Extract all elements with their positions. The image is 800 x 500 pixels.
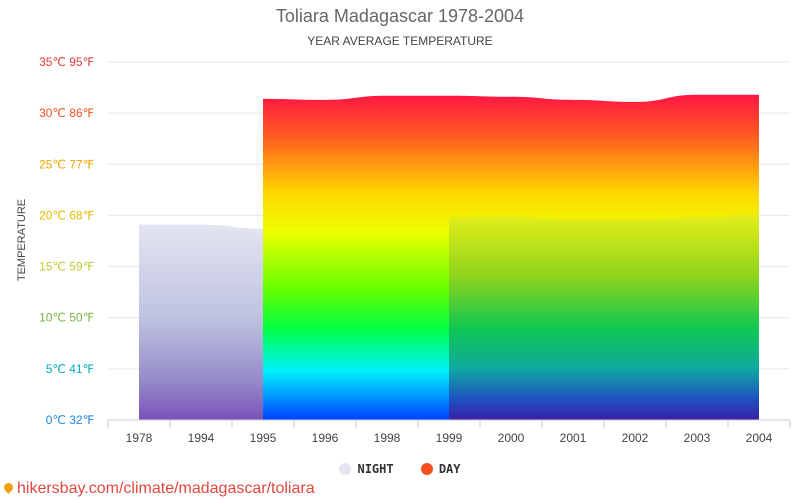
day-swatch-icon bbox=[420, 463, 433, 475]
chart-canvas: 0℃ 32℉ 5℃ 41℉ 10℃ 50℉ 15℃ 59℉ 20℃ 68℉ 25℃ 77℉… bbox=[39, 55, 791, 445]
x-tick-label: 1996 bbox=[312, 431, 339, 445]
y-tick-label: 20℃ 68℉ bbox=[39, 208, 94, 222]
y-tick-label: 25℃ 77℉ bbox=[39, 157, 94, 171]
chart-subtitle: YEAR AVERAGE TEMPERATURE bbox=[307, 34, 493, 48]
x-tick-label: 1999 bbox=[436, 431, 463, 445]
y-tick-label: 15℃ 59℉ bbox=[39, 260, 94, 274]
night-series-area bbox=[449, 214, 759, 420]
source-link[interactable]: hikersbay.com/climate/madagascar/toliara bbox=[2, 480, 315, 498]
x-tick-label: 2003 bbox=[684, 431, 711, 445]
legend-night-label: NIGHT bbox=[357, 462, 394, 476]
y-tick-label: 0℃ 32℉ bbox=[46, 413, 94, 427]
location-pin-icon bbox=[2, 481, 15, 494]
legend-item-night[interactable]: NIGHT bbox=[339, 462, 394, 476]
y-tick-label: 30℃ 86℉ bbox=[39, 106, 94, 120]
x-tick-label: 2001 bbox=[560, 431, 587, 445]
legend-day-label: DAY bbox=[438, 462, 461, 476]
plot-areas bbox=[139, 94, 759, 420]
x-tick-label: 2002 bbox=[622, 431, 649, 445]
y-tick-label: 5℃ 41℉ bbox=[46, 362, 94, 376]
night-swatch-icon bbox=[339, 463, 352, 475]
y-tick-label: 35℃ 95℉ bbox=[39, 55, 94, 69]
x-tick-label: 1978 bbox=[126, 431, 153, 445]
x-tick-label: 1998 bbox=[374, 431, 401, 445]
source-text: hikersbay.com/climate/madagascar/toliara bbox=[17, 480, 315, 497]
chart-title: Toliara Madagascar 1978-2004 bbox=[275, 6, 525, 26]
x-tick-label: 2004 bbox=[746, 431, 773, 445]
legend-item-day[interactable]: DAY bbox=[420, 462, 461, 476]
x-tick-label: 2000 bbox=[498, 431, 525, 445]
night-series-area bbox=[139, 224, 263, 420]
x-tick-label: 1995 bbox=[250, 431, 277, 445]
axes: 0℃ 32℉ 5℃ 41℉ 10℃ 50℉ 15℃ 59℉ 20℃ 68℉ 25℃ 77℉… bbox=[39, 55, 791, 445]
legend: NIGHT DAY bbox=[0, 462, 800, 476]
x-tick-label: 1994 bbox=[188, 431, 215, 445]
y-tick-label: 10℃ 50℉ bbox=[39, 311, 94, 325]
